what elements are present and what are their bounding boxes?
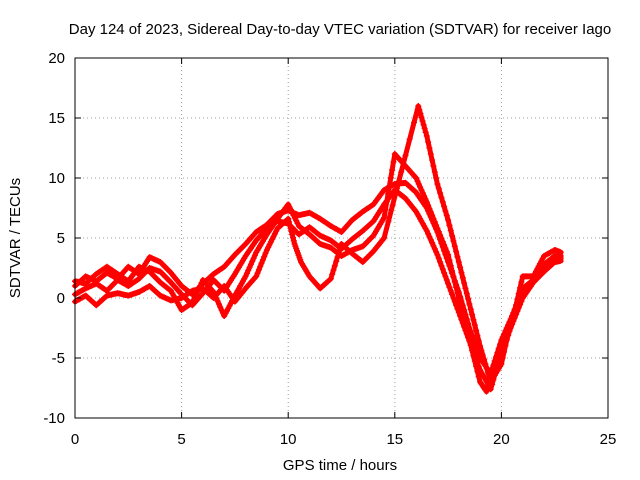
x-tick-label: 10	[280, 431, 297, 448]
y-tick-label: 5	[57, 230, 65, 247]
y-tick-label: -5	[52, 350, 65, 367]
x-tick-label: 5	[177, 431, 185, 448]
x-tick-label: 15	[386, 431, 403, 448]
x-tick-label: 25	[600, 431, 617, 448]
y-tick-label: 15	[48, 110, 65, 127]
axis-ticks: 0 5 10 15 20 25 -10 -5 0 5 10 15 20	[43, 50, 616, 448]
y-tick-label: -10	[43, 410, 65, 427]
chart-title: Day 124 of 2023, Sidereal Day-to-day VTE…	[69, 21, 611, 38]
x-tick-label: 0	[71, 431, 79, 448]
y-axis-label: SDTVAR / TECUs	[7, 178, 24, 298]
y-tick-label: 10	[48, 170, 65, 187]
y-tick-label: 20	[48, 50, 65, 67]
x-tick-label: 20	[493, 431, 510, 448]
y-tick-label: 0	[57, 290, 65, 307]
x-axis-label: GPS time / hours	[283, 457, 397, 474]
